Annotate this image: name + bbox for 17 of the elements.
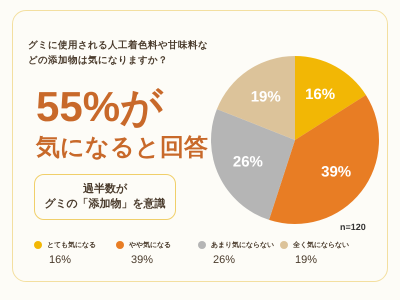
- chart-title: グミに使用される人工着色料や甘味料などの添加物は気になりますか？: [28, 38, 208, 68]
- pie-slice: [295, 56, 366, 140]
- data-label: 26%: [232, 154, 263, 171]
- text: 39%: [131, 254, 154, 266]
- text: n=120: [340, 222, 366, 232]
- pie-slice: [211, 109, 295, 220]
- text: 気になると回答: [36, 134, 208, 162]
- data-label: 19%: [250, 88, 281, 106]
- text: 過半数が: [82, 182, 128, 197]
- text: 55%が: [36, 83, 164, 130]
- text: 26%: [213, 254, 236, 266]
- text: 16%: [49, 254, 72, 266]
- data-label: 39%: [321, 163, 352, 180]
- text: 19%: [295, 254, 318, 266]
- text: グミの「添加物」を意識: [44, 197, 166, 212]
- pie-slice: [216, 56, 295, 140]
- data-label: 16%: [305, 86, 336, 103]
